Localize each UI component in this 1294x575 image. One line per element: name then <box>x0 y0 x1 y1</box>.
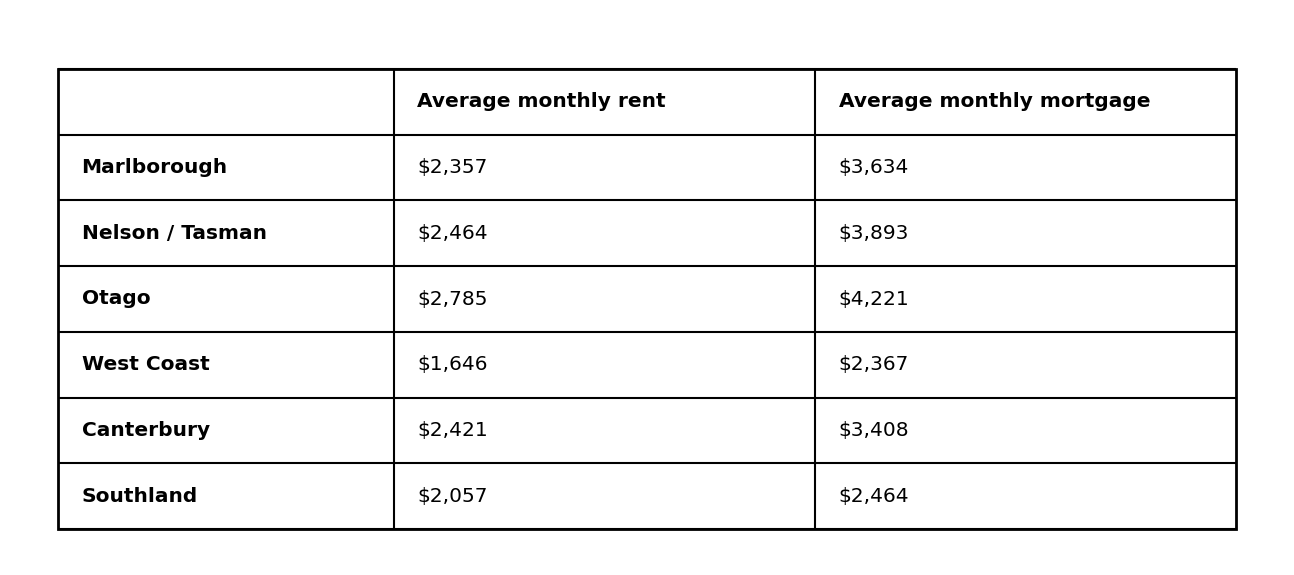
Text: Average monthly rent: Average monthly rent <box>417 93 665 112</box>
Text: West Coast: West Coast <box>82 355 210 374</box>
Text: $2,057: $2,057 <box>417 486 488 505</box>
Text: Otago: Otago <box>82 289 150 309</box>
Text: Southland: Southland <box>82 486 198 505</box>
Text: Nelson / Tasman: Nelson / Tasman <box>82 224 267 243</box>
Text: Marlborough: Marlborough <box>82 158 228 177</box>
Text: $1,646: $1,646 <box>417 355 488 374</box>
Text: Canterbury: Canterbury <box>82 421 210 440</box>
Text: Average monthly mortgage: Average monthly mortgage <box>839 93 1150 112</box>
Text: $2,464: $2,464 <box>417 224 488 243</box>
Text: $2,785: $2,785 <box>417 289 488 309</box>
Bar <box>58 69 1236 529</box>
Text: $2,367: $2,367 <box>839 355 910 374</box>
Text: $4,221: $4,221 <box>839 289 910 309</box>
Text: $2,357: $2,357 <box>417 158 488 177</box>
Text: $3,408: $3,408 <box>839 421 910 440</box>
Text: $2,421: $2,421 <box>417 421 488 440</box>
Text: $2,464: $2,464 <box>839 486 910 505</box>
Text: $3,893: $3,893 <box>839 224 910 243</box>
Text: $3,634: $3,634 <box>839 158 910 177</box>
